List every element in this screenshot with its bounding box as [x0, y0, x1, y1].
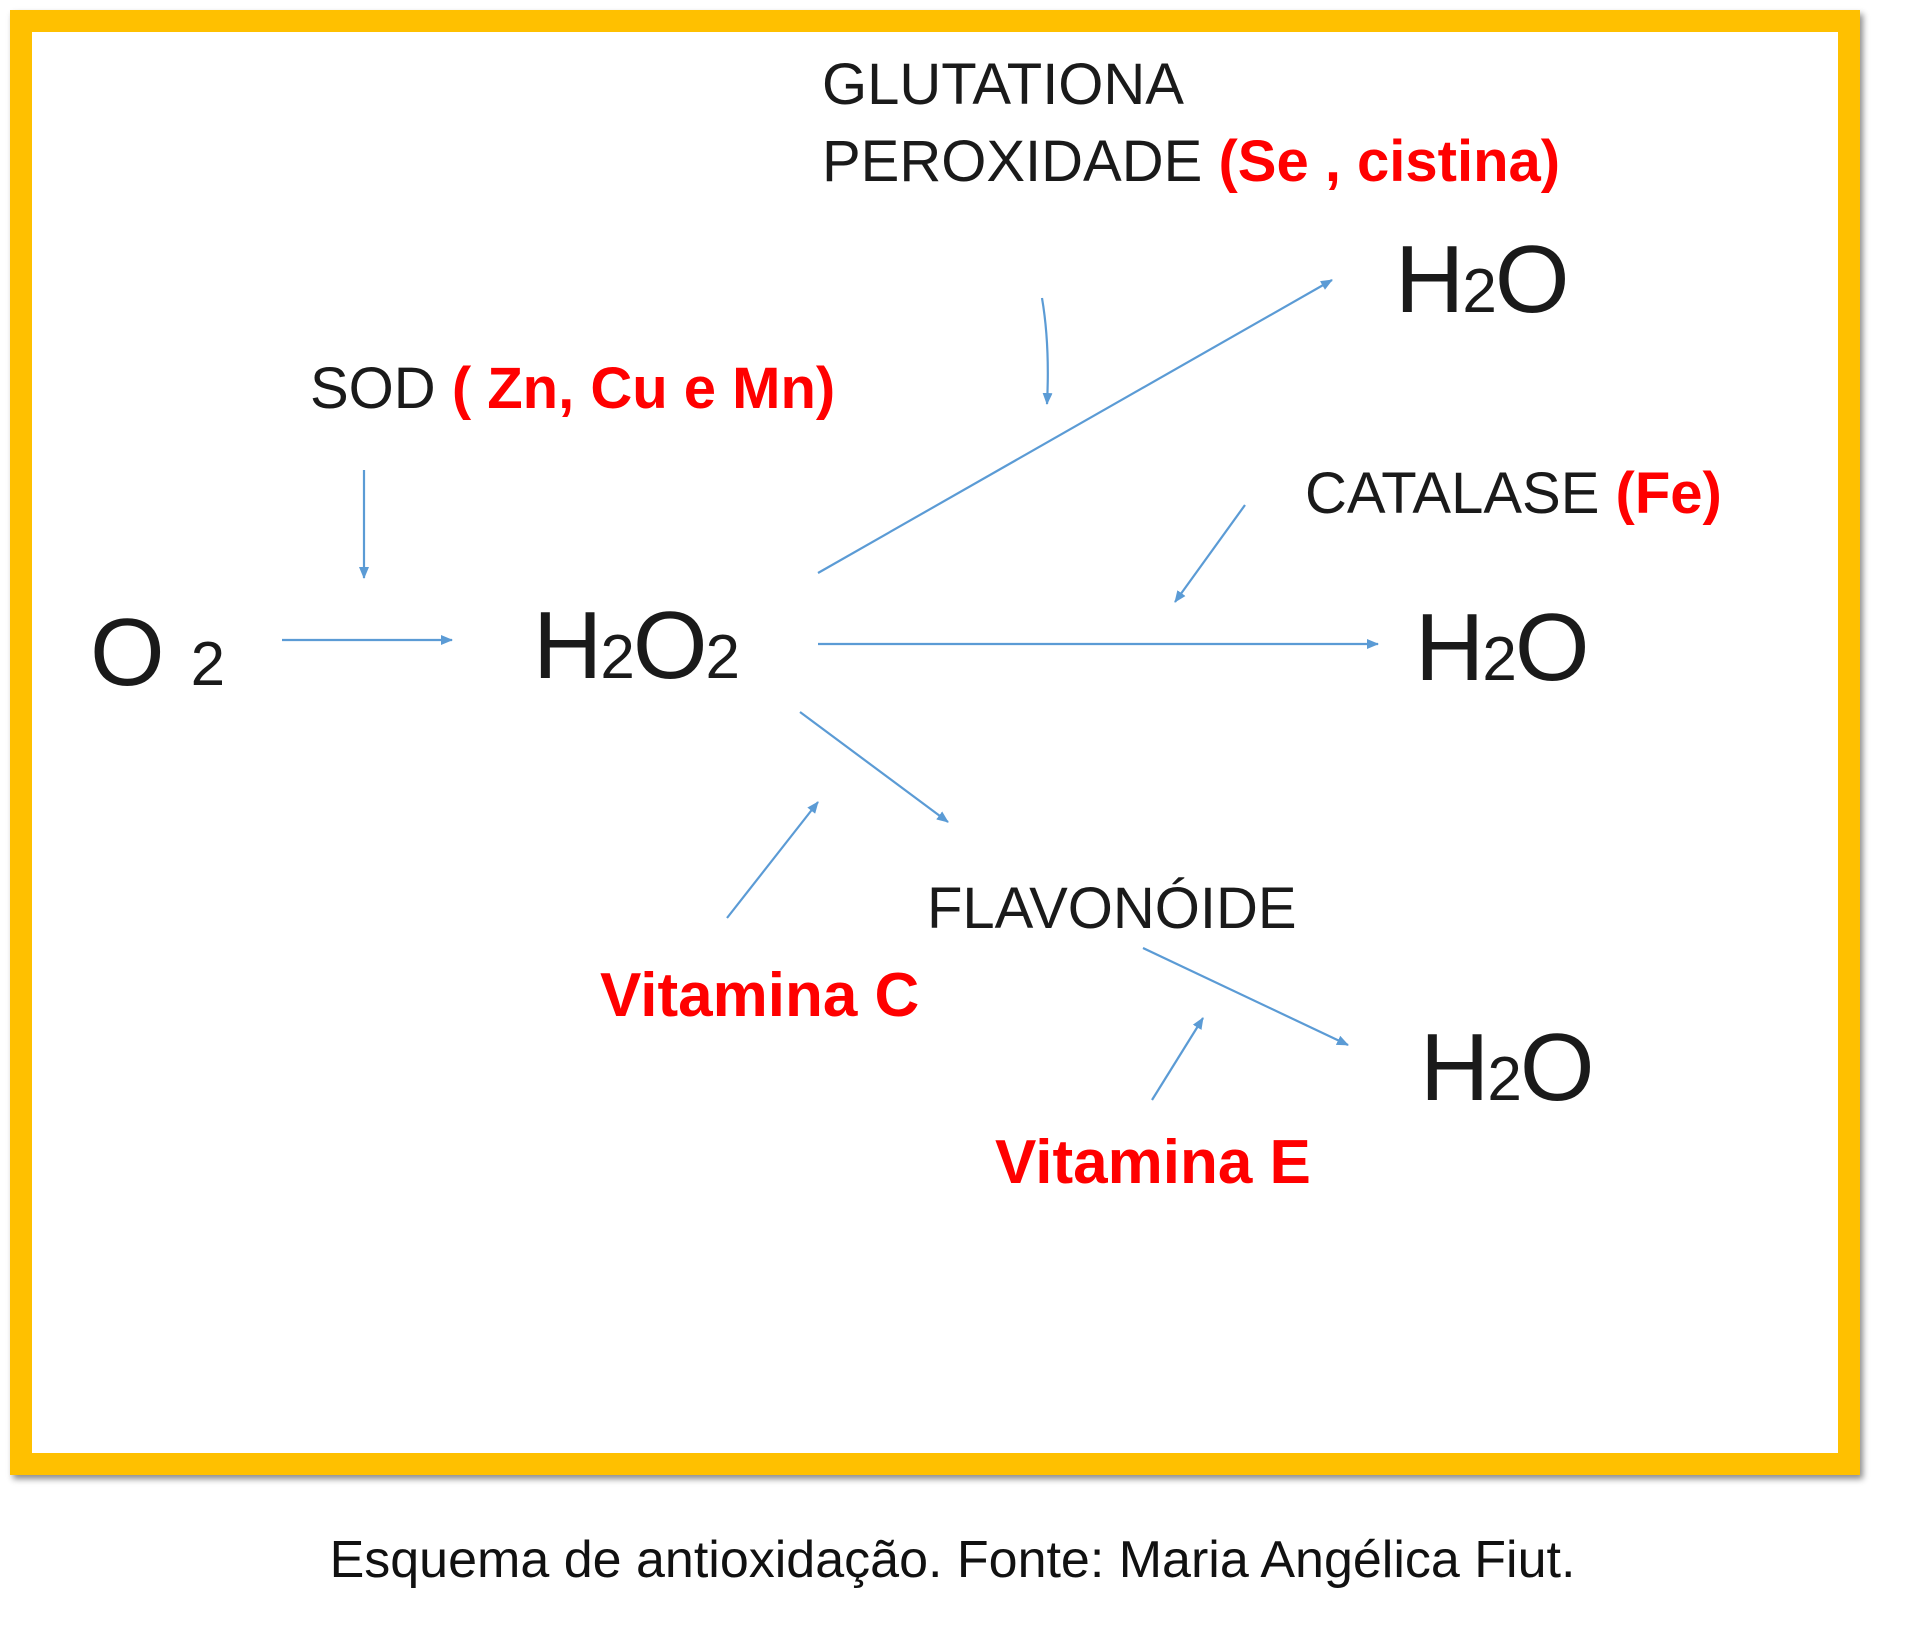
o2-base: O [90, 599, 165, 706]
label-sod-row: SOD ( Zn, Cu e Mn) [310, 360, 835, 418]
label-flavonoide: FLAVONÓIDE [927, 876, 1297, 941]
arrow-vitamina-e [1151, 1017, 1204, 1101]
h2o-mid-h: H [1415, 594, 1484, 701]
node-h2o2: H2O2 [533, 598, 740, 694]
label-glutationa-cofactors: (Se , cistina) [1218, 129, 1561, 194]
figure-caption: Esquema de antioxidação. Fonte: Maria An… [329, 1531, 1576, 1589]
label-glutationa: GLUTATIONA [822, 52, 1184, 117]
h2o-mid-sub: 2 [1482, 625, 1517, 694]
h2o2-sub2: 2 [705, 623, 740, 692]
diagram-frame [10, 10, 1860, 1475]
node-h2o-mid: H2O [1415, 600, 1589, 696]
h2o-bottom-o: O [1519, 1014, 1595, 1121]
label-vitamina-e: Vitamina E [995, 1128, 1311, 1197]
arrow-vitamina-c [726, 801, 819, 919]
h2o2-o: O [632, 592, 708, 699]
node-h2o-bottom: H2O [1420, 1020, 1594, 1116]
arrow-h2o2-to-h2o-top [817, 279, 1333, 574]
node-h2o-top: H2O [1395, 232, 1569, 328]
label-catalase-row: CATALASE (Fe) [1305, 465, 1722, 523]
label-sod: SOD [310, 356, 436, 421]
label-vitamina-c: Vitamina C [600, 961, 920, 1030]
h2o2-h: H [533, 592, 602, 699]
label-peroxidade: PEROXIDADE [822, 129, 1203, 194]
h2o-bottom-sub: 2 [1487, 1045, 1522, 1114]
h2o2-sub1: 2 [600, 623, 635, 692]
h2o-top-sub: 2 [1462, 257, 1497, 326]
arrow-h2o2-to-flavonoide [799, 711, 949, 823]
o2-subscript: 2 [190, 630, 226, 699]
arrow-catalase-enzyme [1174, 504, 1246, 603]
h2o-top-o: O [1494, 226, 1570, 333]
h2o-bottom-h: H [1420, 1014, 1489, 1121]
arrow-flavonoide-to-h2o [1142, 947, 1349, 1046]
h2o-top-h: H [1395, 226, 1464, 333]
h2o-mid-o: O [1514, 594, 1590, 701]
label-sod-cofactors: ( Zn, Cu e Mn) [451, 356, 836, 421]
label-peroxidade-row: PEROXIDADE (Se , cistina) [822, 133, 1560, 191]
label-catalase: CATALASE [1305, 461, 1600, 526]
arrow-glutationa-enzyme [1040, 297, 1053, 405]
label-catalase-cofactor: (Fe) [1615, 461, 1722, 526]
